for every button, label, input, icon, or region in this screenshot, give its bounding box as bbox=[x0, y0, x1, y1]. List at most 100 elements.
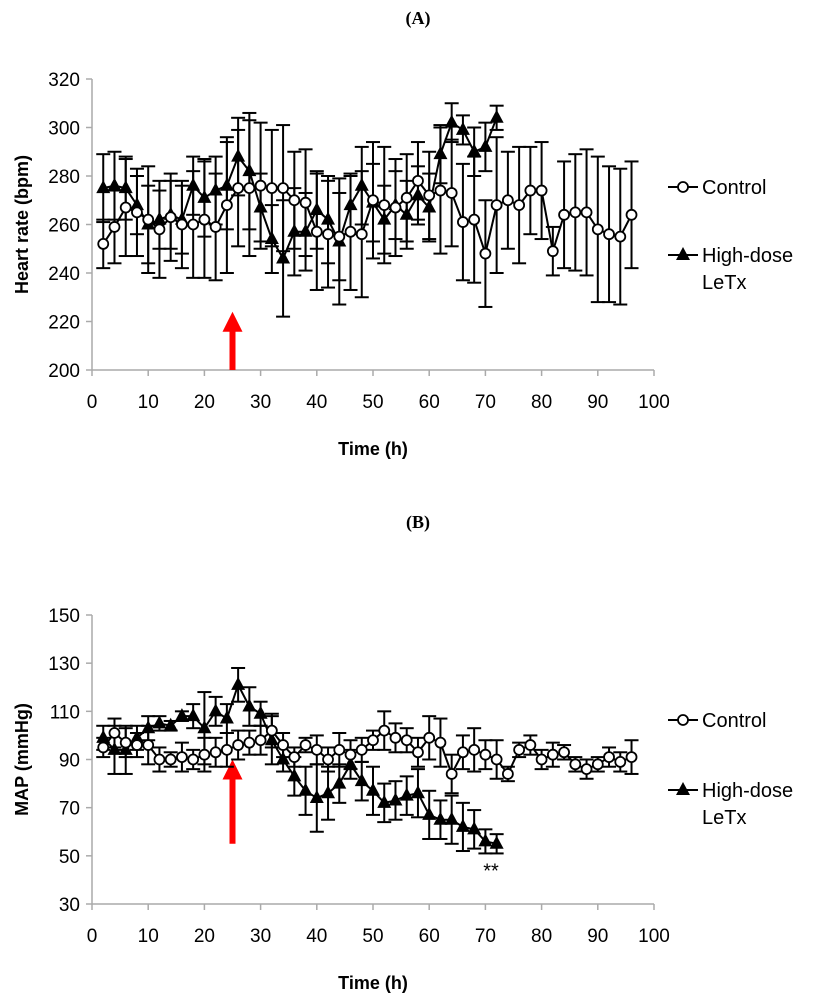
data-point bbox=[580, 763, 593, 776]
data-point bbox=[119, 201, 132, 214]
y-axis-title: MAP (mmHg) bbox=[12, 703, 32, 816]
data-point bbox=[400, 734, 413, 747]
panel-title: (A) bbox=[406, 8, 431, 29]
data-point bbox=[152, 715, 167, 729]
y-tick-label: 200 bbox=[48, 361, 80, 382]
data-point bbox=[434, 184, 447, 197]
legend-label-high-dose: High-dose bbox=[702, 780, 793, 802]
data-point bbox=[276, 250, 291, 264]
data-point bbox=[354, 773, 369, 787]
legend-label-letx: LeTx bbox=[702, 272, 746, 294]
legend-label-letx: LeTx bbox=[702, 807, 746, 829]
data-point bbox=[378, 199, 391, 212]
data-point bbox=[243, 736, 256, 749]
x-tick-label: 70 bbox=[475, 926, 496, 947]
data-point bbox=[309, 790, 324, 804]
data-point bbox=[455, 121, 470, 135]
data-point bbox=[108, 221, 121, 233]
data-point bbox=[569, 206, 582, 219]
data-point bbox=[176, 751, 188, 763]
data-point bbox=[153, 753, 166, 766]
y-tick-label: 280 bbox=[48, 167, 80, 188]
data-point bbox=[288, 194, 301, 207]
x-tick-label: 0 bbox=[87, 392, 98, 413]
data-point bbox=[455, 818, 470, 832]
x-tick-label: 0 bbox=[87, 926, 98, 947]
y-tick-label: 70 bbox=[59, 799, 80, 820]
y-tick-label: 50 bbox=[59, 847, 80, 868]
data-point bbox=[344, 225, 357, 238]
data-point bbox=[490, 753, 503, 766]
data-point bbox=[254, 179, 267, 192]
data-point bbox=[97, 741, 110, 754]
data-point bbox=[614, 230, 627, 243]
data-point bbox=[310, 743, 323, 756]
data-point bbox=[232, 739, 245, 751]
data-point bbox=[457, 746, 469, 759]
x-tick-label: 80 bbox=[531, 926, 552, 947]
data-point bbox=[468, 743, 481, 756]
significance-annotation: ** bbox=[483, 861, 499, 883]
data-point bbox=[524, 184, 537, 197]
y-tick-label: 320 bbox=[48, 70, 80, 91]
data-point bbox=[399, 787, 414, 801]
data-point bbox=[489, 109, 504, 123]
data-point bbox=[569, 758, 582, 771]
data-point bbox=[444, 114, 459, 128]
data-point bbox=[478, 138, 493, 152]
data-point bbox=[366, 782, 380, 796]
y-tick-label: 130 bbox=[48, 654, 80, 675]
open-circle-icon bbox=[677, 714, 689, 726]
data-point bbox=[131, 206, 143, 219]
data-point bbox=[231, 676, 246, 690]
data-point bbox=[322, 753, 334, 766]
red-arrow-icon bbox=[222, 759, 243, 844]
data-point bbox=[389, 731, 402, 744]
data-point bbox=[444, 811, 459, 825]
data-point bbox=[164, 753, 177, 766]
data-point bbox=[333, 743, 346, 756]
data-point bbox=[478, 833, 493, 847]
series-control bbox=[96, 119, 639, 308]
y-tick-label: 260 bbox=[48, 216, 80, 237]
data-point bbox=[174, 708, 189, 722]
data-point bbox=[558, 208, 570, 221]
data-point bbox=[242, 698, 257, 712]
data-point bbox=[546, 245, 559, 258]
data-point bbox=[198, 213, 211, 226]
data-point bbox=[209, 221, 222, 233]
data-point bbox=[468, 213, 481, 226]
data-point bbox=[96, 180, 111, 194]
x-tick-label: 20 bbox=[194, 926, 215, 947]
data-point bbox=[187, 218, 200, 231]
legend-label-control: Control bbox=[702, 177, 766, 199]
data-point bbox=[187, 753, 200, 766]
data-point bbox=[367, 194, 379, 207]
data-point bbox=[220, 743, 233, 756]
x-tick-label: 50 bbox=[362, 926, 383, 947]
data-point bbox=[332, 775, 347, 789]
data-point bbox=[108, 727, 121, 739]
data-point bbox=[265, 724, 278, 737]
x-axis-title: Time (h) bbox=[338, 439, 408, 459]
data-point bbox=[433, 811, 448, 825]
data-point bbox=[232, 182, 245, 195]
y-tick-label: 110 bbox=[50, 702, 80, 723]
data-point bbox=[546, 748, 559, 761]
data-point bbox=[355, 228, 368, 241]
data-point bbox=[580, 206, 593, 219]
x-tick-label: 10 bbox=[138, 926, 159, 947]
data-point bbox=[501, 768, 514, 780]
data-point bbox=[603, 228, 615, 241]
data-point bbox=[208, 703, 223, 717]
x-tick-label: 20 bbox=[194, 392, 215, 413]
data-point bbox=[299, 739, 312, 751]
data-point bbox=[535, 753, 548, 766]
data-point bbox=[501, 194, 514, 207]
series-high-dose-letx bbox=[96, 102, 504, 318]
x-tick-label: 30 bbox=[250, 926, 271, 947]
open-circle-icon bbox=[677, 181, 689, 193]
data-point bbox=[378, 724, 391, 737]
x-tick-label: 40 bbox=[306, 926, 327, 947]
